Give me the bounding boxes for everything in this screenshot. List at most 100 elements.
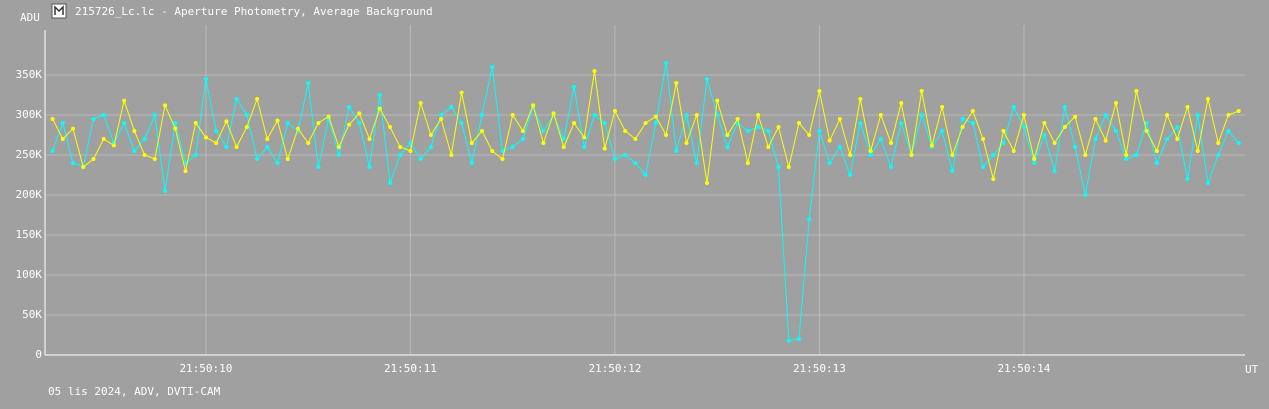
data-point <box>981 165 986 169</box>
data-point <box>316 165 321 169</box>
data-point <box>1021 125 1026 129</box>
data-point <box>60 137 65 141</box>
data-point <box>71 126 76 131</box>
data-point <box>735 117 740 121</box>
data-point <box>1175 125 1180 129</box>
data-point <box>592 69 597 73</box>
data-point <box>745 161 750 165</box>
data-point <box>142 153 147 157</box>
data-point <box>1144 129 1149 133</box>
data-point <box>418 101 423 105</box>
data-point <box>1052 169 1057 173</box>
data-point <box>459 90 464 95</box>
data-point <box>1073 114 1078 119</box>
data-point <box>265 137 270 141</box>
data-point <box>377 106 382 111</box>
data-point <box>674 149 679 153</box>
data-point <box>510 145 515 149</box>
data-point <box>1124 157 1129 161</box>
data-point <box>520 129 525 133</box>
data-point <box>1113 129 1118 133</box>
data-point <box>970 109 975 113</box>
data-point <box>1144 121 1149 125</box>
data-point <box>214 129 219 133</box>
data-point <box>193 153 198 157</box>
data-point <box>837 117 842 121</box>
y-tick-label: 50K <box>22 308 42 321</box>
data-point <box>163 103 168 108</box>
data-point <box>561 145 566 149</box>
data-point <box>50 117 55 121</box>
data-point <box>81 165 86 169</box>
data-point <box>398 145 403 149</box>
data-point <box>1032 157 1037 161</box>
data-point <box>152 113 157 117</box>
data-point <box>889 141 894 145</box>
y-tick-label: 0 <box>35 348 42 361</box>
data-point <box>704 77 709 81</box>
data-point <box>848 173 853 177</box>
data-point <box>122 121 127 125</box>
data-point <box>449 105 454 109</box>
y-tick-label: 150K <box>16 228 43 241</box>
data-point <box>480 129 485 133</box>
data-point <box>827 161 832 165</box>
y-axis-label: ADU <box>20 11 40 24</box>
data-point <box>1134 153 1139 157</box>
x-tick-label: 21:50:14 <box>997 362 1050 375</box>
data-point <box>1093 117 1098 121</box>
data-point <box>715 98 720 103</box>
data-point <box>766 145 771 149</box>
data-point <box>1083 153 1088 157</box>
data-point <box>1226 129 1231 133</box>
data-point <box>459 121 464 125</box>
data-point <box>725 133 730 137</box>
data-point <box>1165 137 1170 141</box>
data-point <box>582 135 587 140</box>
data-point <box>582 145 587 149</box>
data-point <box>183 169 188 173</box>
data-point <box>756 113 761 117</box>
data-point <box>592 113 597 117</box>
data-point <box>101 137 106 141</box>
data-point <box>1216 141 1221 145</box>
data-point <box>428 133 433 137</box>
data-point <box>91 117 96 121</box>
data-point <box>480 113 485 117</box>
data-point <box>357 111 362 116</box>
data-point <box>285 121 290 125</box>
data-point <box>439 113 444 117</box>
data-point <box>101 113 106 117</box>
data-point <box>684 141 689 145</box>
data-point <box>940 129 945 133</box>
data-point <box>1185 105 1190 109</box>
data-point <box>960 125 965 129</box>
data-point <box>940 105 945 109</box>
data-point <box>991 153 996 157</box>
data-point <box>633 161 638 165</box>
data-point <box>490 65 495 69</box>
data-point <box>704 181 709 185</box>
data-point <box>132 129 137 133</box>
data-point <box>960 117 965 121</box>
data-point <box>929 143 934 148</box>
data-point <box>520 137 525 141</box>
data-point <box>1001 129 1006 133</box>
data-point <box>285 157 290 161</box>
data-point <box>469 141 474 145</box>
data-point <box>623 129 628 133</box>
data-point <box>776 125 781 129</box>
data-point <box>357 121 362 125</box>
data-point <box>367 137 372 141</box>
data-point <box>1154 161 1159 165</box>
data-point <box>203 77 208 81</box>
data-point <box>234 97 239 101</box>
data-point <box>50 149 55 153</box>
data-point <box>756 125 761 129</box>
data-point <box>510 113 515 117</box>
data-point <box>122 98 127 103</box>
data-point <box>377 93 382 97</box>
x-axis-label: UT <box>1245 363 1259 376</box>
